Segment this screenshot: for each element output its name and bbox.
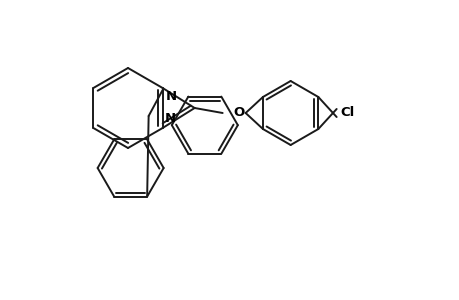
Text: N: N: [164, 112, 175, 125]
Text: N: N: [165, 90, 176, 103]
Text: Cl: Cl: [340, 106, 354, 119]
Text: O: O: [233, 106, 244, 119]
